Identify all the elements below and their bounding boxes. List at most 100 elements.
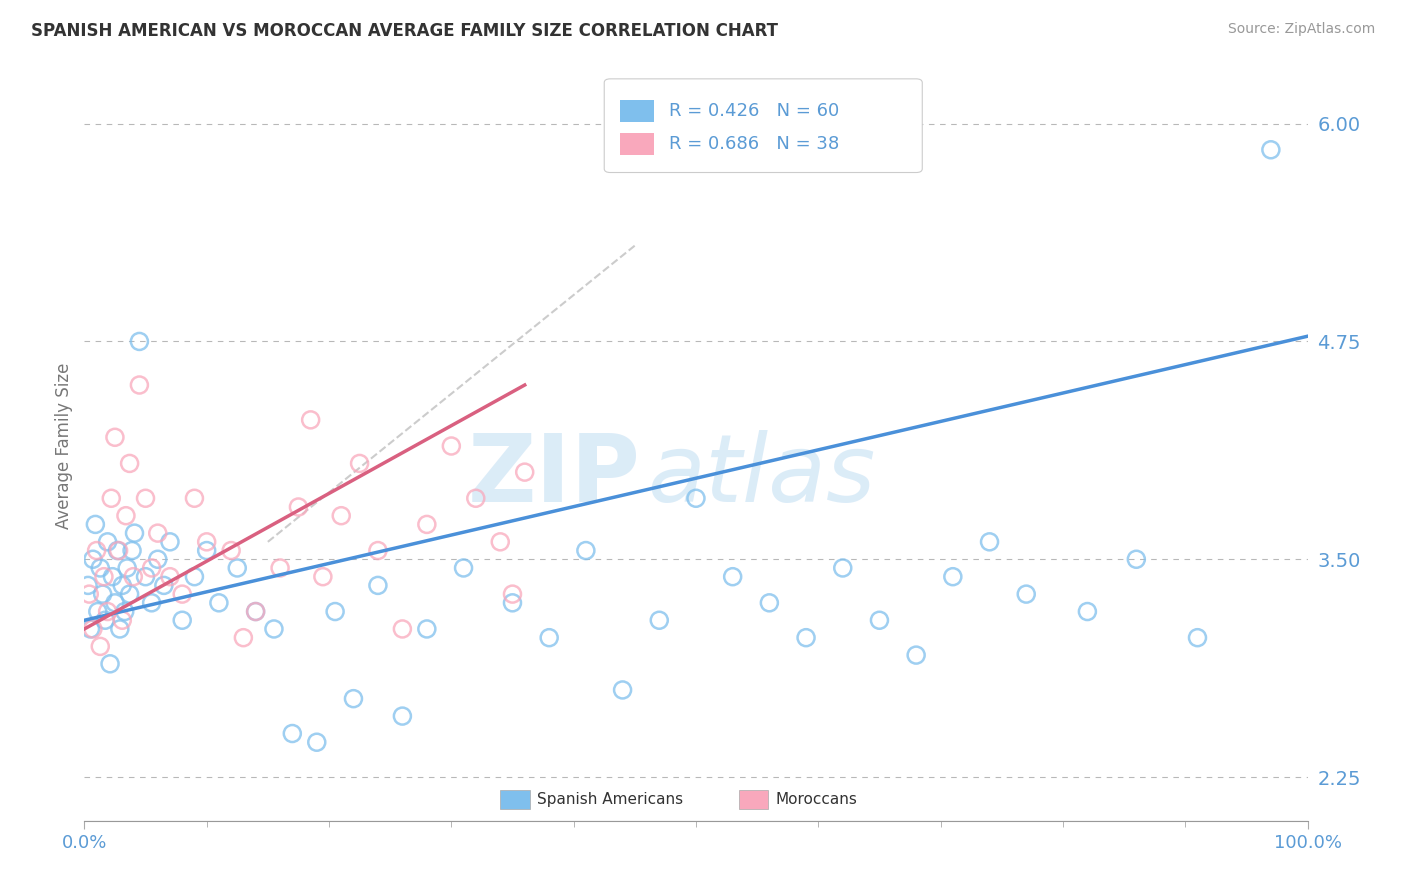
Point [367,543,389,558]
Point [721,570,744,584]
Point [305,735,328,749]
Point [82,622,104,636]
Point [89,640,111,654]
Point [183,570,205,584]
Point [115,561,138,575]
Point [159,534,181,549]
Point [118,587,141,601]
Point [391,622,413,636]
Point [141,561,163,575]
Text: SPANISH AMERICAN VS MOROCCAN AVERAGE FAMILY SIZE CORRELATION CHART: SPANISH AMERICAN VS MOROCCAN AVERAGE FAM… [31,22,778,40]
Point [323,605,346,619]
Point [98,657,121,671]
Point [89,561,111,575]
Point [100,491,122,506]
Point [104,596,127,610]
Point [1076,605,1098,619]
Point [87,605,110,619]
Point [208,596,231,610]
Point [575,543,598,558]
Point [312,570,335,584]
Point [146,552,169,566]
Point [416,622,439,636]
Point [172,613,194,627]
Point [79,622,101,636]
Point [349,457,371,471]
Point [121,543,143,558]
Point [159,570,181,584]
Y-axis label: Average Family Size: Average Family Size [55,363,73,529]
Point [128,334,150,349]
Text: atlas: atlas [647,431,876,522]
Point [114,605,136,619]
Point [115,508,138,523]
Point [685,491,707,506]
Point [489,534,512,549]
Text: R = 0.426   N = 60: R = 0.426 N = 60 [669,102,839,120]
Text: Spanish Americans: Spanish Americans [537,792,683,807]
Bar [620,133,654,155]
Point [281,726,304,740]
Point [108,622,131,636]
Point [105,543,128,558]
Point [82,552,104,566]
Point [118,457,141,471]
Point [1187,631,1209,645]
Bar [738,790,768,809]
Point [1015,587,1038,601]
Point [245,605,267,619]
Point [245,605,267,619]
Point [391,709,413,723]
Point [135,570,157,584]
Point [299,413,322,427]
Point [97,534,120,549]
Point [367,578,389,592]
Point [101,570,124,584]
Point [502,587,524,601]
Point [979,534,1001,549]
Point [502,596,524,610]
Point [232,631,254,645]
Point [612,682,634,697]
Point [77,578,100,592]
Point [93,570,115,584]
Point [869,613,891,627]
Point [124,526,146,541]
FancyBboxPatch shape [605,78,922,172]
Point [135,491,157,506]
Point [1260,143,1282,157]
Point [94,613,117,627]
Point [104,430,127,444]
Point [111,613,134,627]
Point [263,622,285,636]
Point [77,587,100,601]
Text: Source: ZipAtlas.com: Source: ZipAtlas.com [1227,22,1375,37]
Point [172,587,194,601]
Point [269,561,291,575]
Point [287,500,309,514]
Point [942,570,965,584]
Text: Moroccans: Moroccans [776,792,858,807]
Point [97,605,120,619]
Point [1125,552,1147,566]
Point [464,491,486,506]
Point [453,561,475,575]
Point [146,526,169,541]
Bar [620,100,654,122]
Text: ZIP: ZIP [468,430,641,522]
Point [538,631,561,645]
Point [219,543,242,558]
Point [513,465,536,479]
Point [91,587,114,601]
Point [86,543,108,558]
Point [128,378,150,392]
Point [195,543,218,558]
Point [122,570,145,584]
Point [794,631,817,645]
Point [183,491,205,506]
Point [153,578,176,592]
Point [758,596,780,610]
Point [648,613,671,627]
Point [141,596,163,610]
Point [905,648,928,662]
